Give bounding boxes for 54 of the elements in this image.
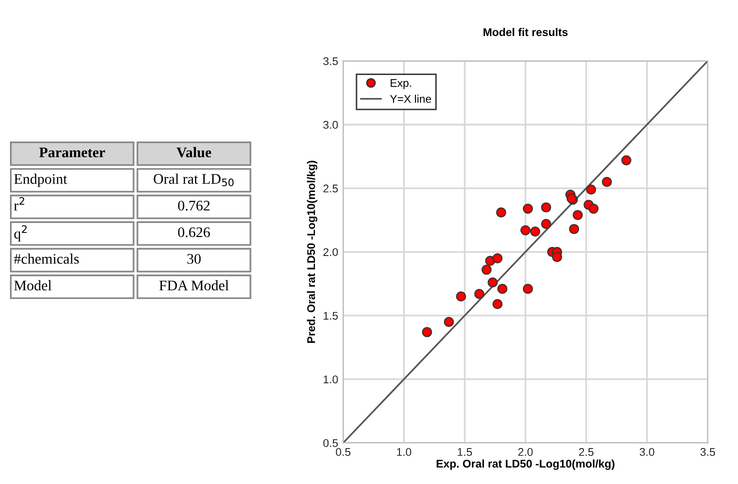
point <box>552 252 562 262</box>
x-tick-label: 1.5 <box>458 448 472 456</box>
point <box>588 204 599 214</box>
point <box>496 207 506 218</box>
text: 0.762 <box>178 200 210 211</box>
x-tick-label: 3.0 <box>640 448 654 456</box>
point <box>541 218 552 229</box>
x-tick-label: 1.0 <box>397 448 412 456</box>
point <box>444 316 454 327</box>
text: #chemicals <box>14 254 79 264</box>
point <box>456 291 466 302</box>
x-tick-label: 3.5 <box>700 448 715 456</box>
point <box>520 225 531 236</box>
text: FDA Model <box>159 280 229 290</box>
y-tick-label: 1.5 <box>324 312 338 320</box>
text: Endpoint <box>14 174 68 187</box>
chart-title: Model fit results <box>484 28 568 36</box>
y-axis-title: Pred. Oral rat LD50 -Log10(mol/kg) <box>306 160 318 343</box>
text: 0.626 <box>178 227 210 238</box>
x-tick-label: 2.0 <box>518 448 533 456</box>
legend-label: Exp. <box>390 79 412 90</box>
point <box>488 277 498 288</box>
text: Parameter <box>39 148 106 158</box>
point <box>621 155 632 166</box>
point <box>482 264 492 275</box>
point <box>522 284 533 294</box>
text: 30 <box>187 254 201 264</box>
text: q$^{2}$ <box>14 225 27 242</box>
point <box>497 284 508 294</box>
text: Oral rat LD$_{50}$ <box>154 174 234 186</box>
point <box>569 224 580 234</box>
text: Model <box>14 280 52 290</box>
point <box>572 210 583 220</box>
text: r$^{2}$ <box>14 197 24 210</box>
x-axis-title: Exp. Oral rat LD50 -Log10(mol/kg) <box>436 459 614 470</box>
y-tick-label: 0.5 <box>323 439 338 447</box>
point <box>522 204 533 214</box>
x-tick-label: 0.5 <box>336 448 350 456</box>
y-tick-label: 3.0 <box>323 120 338 129</box>
point <box>530 226 540 237</box>
y-tick-label: 3.5 <box>323 57 338 66</box>
point <box>422 327 432 338</box>
x-tick-label: 2.5 <box>579 448 594 456</box>
y-tick-label: 2.5 <box>323 184 338 192</box>
point <box>492 299 503 310</box>
point <box>541 202 552 212</box>
point <box>586 184 596 195</box>
point <box>492 253 503 264</box>
legend-label: Y=X line <box>390 94 432 103</box>
point <box>602 176 612 187</box>
y-tick-label: 2.0 <box>323 248 338 256</box>
y-tick-label: 1.0 <box>324 375 338 384</box>
text: Value <box>176 147 212 158</box>
point <box>474 288 484 299</box>
